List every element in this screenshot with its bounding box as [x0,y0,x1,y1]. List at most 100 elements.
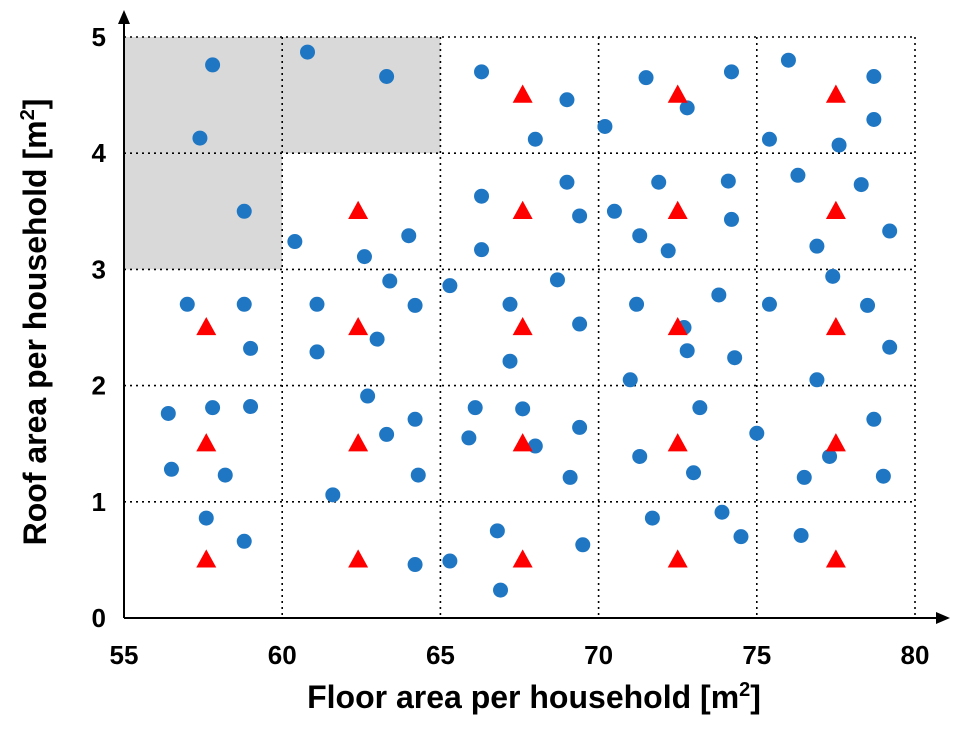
data-point-circle [866,69,882,85]
data-point-circle [379,69,395,85]
data-point-circle [761,296,777,312]
data-point-circle [559,174,575,190]
data-point-circle [442,553,458,569]
data-point-circle [686,465,702,481]
data-point-circle [205,57,221,73]
data-point-triangle [825,316,846,336]
data-point-circle [597,118,613,134]
data-point-circle [632,228,648,244]
data-point-circle [866,112,882,128]
data-point-circle [198,510,214,526]
data-point-circle [502,296,518,312]
data-point-circle [796,469,812,485]
data-point-circle [489,523,505,539]
data-point-triangle [667,84,688,103]
data-point-circle [606,203,622,219]
data-point-circle [407,557,423,573]
data-point-circle [369,331,385,347]
data-point-circle [629,296,645,312]
data-point-circle [407,297,423,313]
data-point-triangle [825,433,846,452]
data-point-circle [575,537,591,553]
data-point-circle [572,316,588,332]
data-point-circle [401,228,417,244]
data-point-triangle [825,549,846,568]
data-point-circle [309,296,325,312]
x-tick-label: 70 [584,640,613,670]
data-point-triangle [512,84,533,103]
data-point-circle [638,70,654,86]
data-point-triangle [512,433,533,452]
data-point-circle [780,52,796,68]
data-point-circle [502,353,518,369]
data-point-triangle [667,200,688,219]
data-point-circle [236,533,252,549]
data-point-circle [882,223,898,239]
data-point-circle [300,44,316,60]
data-point-circle [793,527,809,543]
data-point-circle [727,350,743,366]
y-tick-label: 4 [92,138,107,168]
data-point-triangle [348,549,369,568]
data-point-circle [356,249,372,265]
data-point-circle [205,400,221,416]
data-point-circle [236,203,252,219]
x-tick-label: 75 [742,640,771,670]
grid [124,36,916,618]
data-point-triangle [196,316,217,336]
axes [118,10,950,624]
data-point-circle [217,467,233,483]
data-point-triangle [196,549,217,568]
data-point-circle [822,448,838,464]
data-point-circle [309,344,325,360]
data-point-circle [723,64,739,80]
data-point-circle [882,339,898,355]
data-point-circle [831,137,847,153]
data-point-circle [790,167,806,183]
x-axis-arrow [936,612,950,624]
data-point-circle [679,100,695,116]
data-point-circle [749,425,765,441]
data-point-circle [562,469,578,485]
x-tick-label: 60 [268,640,297,670]
data-point-circle [474,242,490,258]
shaded-region [124,37,441,154]
x-tick-label: 80 [901,640,930,670]
data-point-circle [515,401,531,417]
data-point-circle [192,130,208,146]
data-point-triangle [512,200,533,219]
data-point-circle [632,448,648,464]
data-point-circle [382,273,398,289]
y-tick-labels: 0 1 2 3 4 5 [92,22,107,633]
data-point-circle [866,411,882,427]
data-point-circle [243,340,259,356]
x-axis-title: Floor area per household [m2] [307,679,761,715]
data-point-triangle [825,84,846,103]
data-point-circle [179,296,195,312]
data-point-triangle [667,549,688,568]
data-point-circle [467,400,483,416]
y-axis-title: Roof area per household [m2] [17,99,53,546]
data-point-triangle [348,200,369,219]
data-point-circle [559,92,575,108]
data-point-circle [860,297,876,313]
data-point-circle [809,238,825,254]
data-point-circle [644,510,660,526]
data-point-triangle [196,433,217,452]
x-tick-label: 65 [426,640,455,670]
data-point-circle [761,131,777,147]
data-point-circle [549,272,565,288]
shaded-regions [124,37,441,270]
data-point-circle [711,287,727,303]
data-point-triangle [667,316,688,336]
data-point-circle [461,430,477,446]
y-axis-arrow [118,10,130,24]
data-point-circle [243,399,259,415]
data-point-circle [714,504,730,520]
data-point-circle [572,208,588,224]
data-point-circle [474,188,490,204]
x-tick-label: 55 [110,640,139,670]
y-tick-label: 0 [92,603,106,633]
data-point-circle [853,177,869,193]
